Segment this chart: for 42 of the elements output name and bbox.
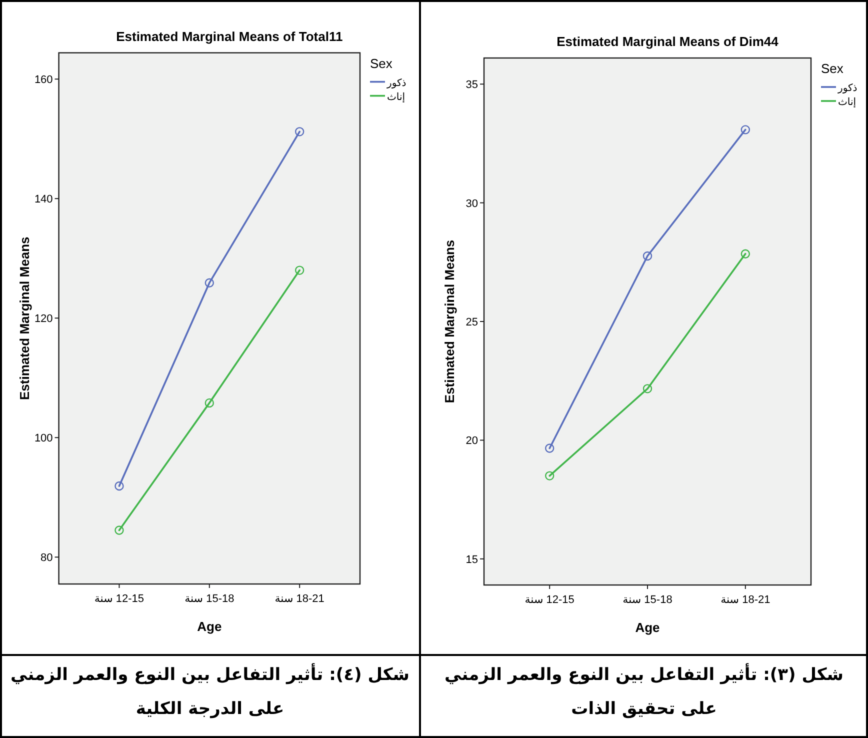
y-tick-label: 30 [466,198,478,210]
y-tick-label: 20 [466,435,478,448]
point [544,471,554,480]
point [642,251,652,261]
y-tick-label: 140 [34,194,53,206]
x-tick-label: 12-15 سنة [524,594,574,606]
x-tick-label: 15-18 سنة [184,593,234,605]
point [642,384,652,394]
point [740,125,750,134]
y-tick-label: 15 [466,554,478,566]
point [740,249,750,258]
y-tick-label: 80 [40,552,53,564]
y-tick-label: 120 [34,313,53,326]
y-tick-label: 100 [34,432,53,445]
legend-label: إناث [387,92,406,103]
text: شكل (٣): تأثير التفاعل بين النوع والعمر الزمني على تحقيق الذات [444,662,844,721]
point [114,526,124,535]
legend-label: ذكور [386,78,406,89]
x-tick-label: 15-18 سنة [622,594,672,606]
chart-title: Estimated Marginal Means of Dim44 [556,34,780,49]
y-tick-label: 160 [34,74,53,86]
y-axis-title: Estimated Marginal Means [442,240,457,404]
x-tick-label: 12-15 سنة [94,593,144,605]
y-tick-label: 35 [466,79,478,92]
legend-label: إناث [838,97,856,108]
legend-label: ذكور [837,83,858,94]
x-axis-title: Age [635,620,660,635]
y-axis-title: Estimated Marginal Means [16,236,32,400]
x-tick-label: 18-21 سنة [274,593,324,605]
point [294,127,304,136]
chart-title: Estimated Marginal Means of Total11 [116,28,343,44]
x-axis-title: Age [197,619,222,634]
point [204,278,214,288]
text: شكل (٤): تأثير التفاعل بين النوع والعمر الزمني على الدرجة الكلية [10,662,410,721]
x-tick-label: 18-21 سنة [720,594,770,606]
point [544,444,554,453]
point [114,481,124,491]
point [294,266,304,275]
y-tick-label: 25 [466,316,478,328]
point [204,398,214,408]
legend-title: Sex [370,56,393,71]
legend-title: Sex [821,61,844,76]
